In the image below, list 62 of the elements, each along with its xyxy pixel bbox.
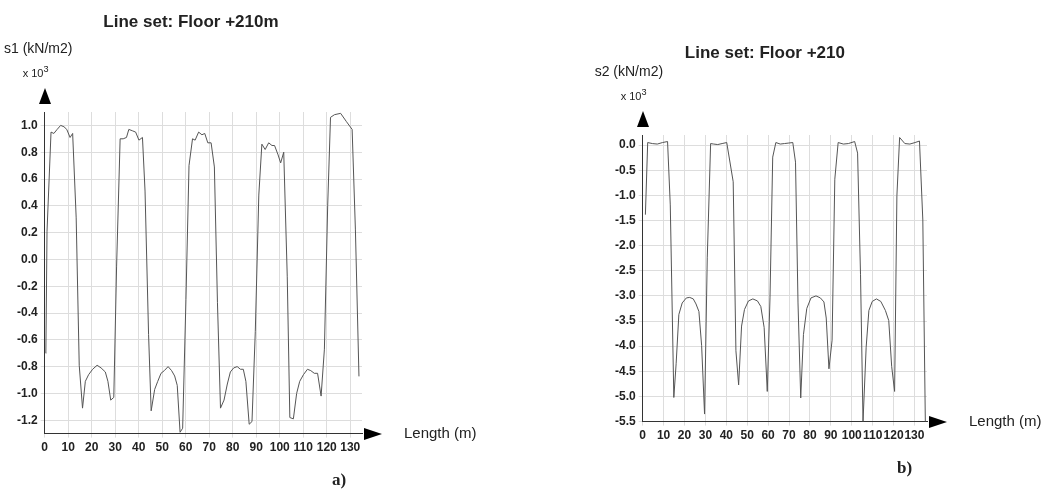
x-tick-label: 20	[85, 440, 99, 455]
y-tick-label: -1.0	[614, 187, 636, 202]
y-tick-label: -4.5	[614, 363, 636, 378]
x-tick-label: 70	[782, 428, 797, 443]
x-tick-label: 80	[803, 428, 817, 443]
y-tick-label: -0.4	[16, 305, 38, 320]
x-tick-label: 10	[61, 440, 76, 455]
y-tick-label: 0.4	[20, 198, 38, 213]
y-tick-label: -1.0	[16, 385, 38, 400]
y-tick-label: -3.0	[614, 288, 636, 303]
x-tick-label: 20	[677, 428, 692, 443]
x-tick-label: 0	[41, 440, 49, 455]
x-tick-label: 40	[132, 440, 146, 455]
x-tick-label: 130	[340, 440, 361, 455]
y-tick-label: 0.8	[20, 144, 38, 159]
y-tick-label: -2.0	[614, 237, 636, 252]
text: x 10$^{3}$	[620, 87, 647, 102]
y-axis-title: s2 (kN/m2)	[594, 63, 664, 79]
x-tick-label: 70	[202, 440, 217, 455]
x-tick-label: 50	[155, 440, 170, 455]
y-tick-label: -5.0	[614, 388, 636, 403]
x-tick-label: 100	[269, 440, 291, 455]
y-tick-label: -1.5	[614, 212, 636, 227]
x-tick-label: 40	[719, 428, 734, 443]
y-tick-label: -0.2	[16, 278, 38, 293]
y-tick-label: -0.5	[614, 162, 636, 177]
x-axis-title: Length (m)	[404, 423, 477, 441]
y-tick-label: -3.5	[614, 313, 636, 328]
x-tick-label: 100	[841, 428, 863, 443]
text: a)	[332, 469, 347, 490]
y-tick-label: 1.0	[20, 117, 38, 132]
x-tick-label: 90	[824, 428, 838, 443]
chart-title: Line set: Floor +210	[684, 43, 845, 63]
x-tick-label: 120	[316, 440, 338, 455]
x-tick-label: 60	[761, 428, 776, 443]
text: x 10$^{3}$	[22, 64, 49, 79]
x-tick-label: 80	[226, 440, 240, 455]
y-tick-label: -1.2	[16, 412, 38, 427]
x-tick-label: 30	[698, 428, 713, 443]
y-tick-label: 0.0	[20, 251, 38, 266]
y-tick-label: -0.8	[16, 358, 38, 373]
y-tick-label: -0.6	[16, 332, 38, 347]
x-tick-label: 110	[293, 440, 314, 455]
y-tick-label: 0.0	[618, 137, 636, 152]
x-tick-label: 60	[179, 440, 193, 455]
x-axis-title: Length (m)	[969, 411, 1042, 429]
y-tick-label: -5.5	[614, 413, 636, 428]
y-tick-label: 0.2	[20, 224, 38, 239]
x-tick-label: 50	[740, 428, 755, 443]
text: b)	[897, 457, 913, 478]
y-axis-title: s1 (kN/m2)	[4, 40, 73, 56]
y-tick-label: 0.6	[20, 171, 38, 186]
x-tick-label: 120	[883, 428, 904, 443]
x-tick-label: 30	[108, 440, 123, 455]
x-tick-label: 110	[862, 428, 883, 443]
x-tick-label: 0	[639, 428, 647, 443]
x-tick-label: 130	[904, 428, 925, 443]
x-tick-label: 90	[249, 440, 264, 455]
chart-title: Line set: Floor +210m	[103, 12, 279, 32]
y-tick-label: -2.5	[614, 263, 636, 278]
y-tick-label: -4.0	[614, 338, 636, 353]
x-tick-label: 10	[656, 428, 671, 443]
